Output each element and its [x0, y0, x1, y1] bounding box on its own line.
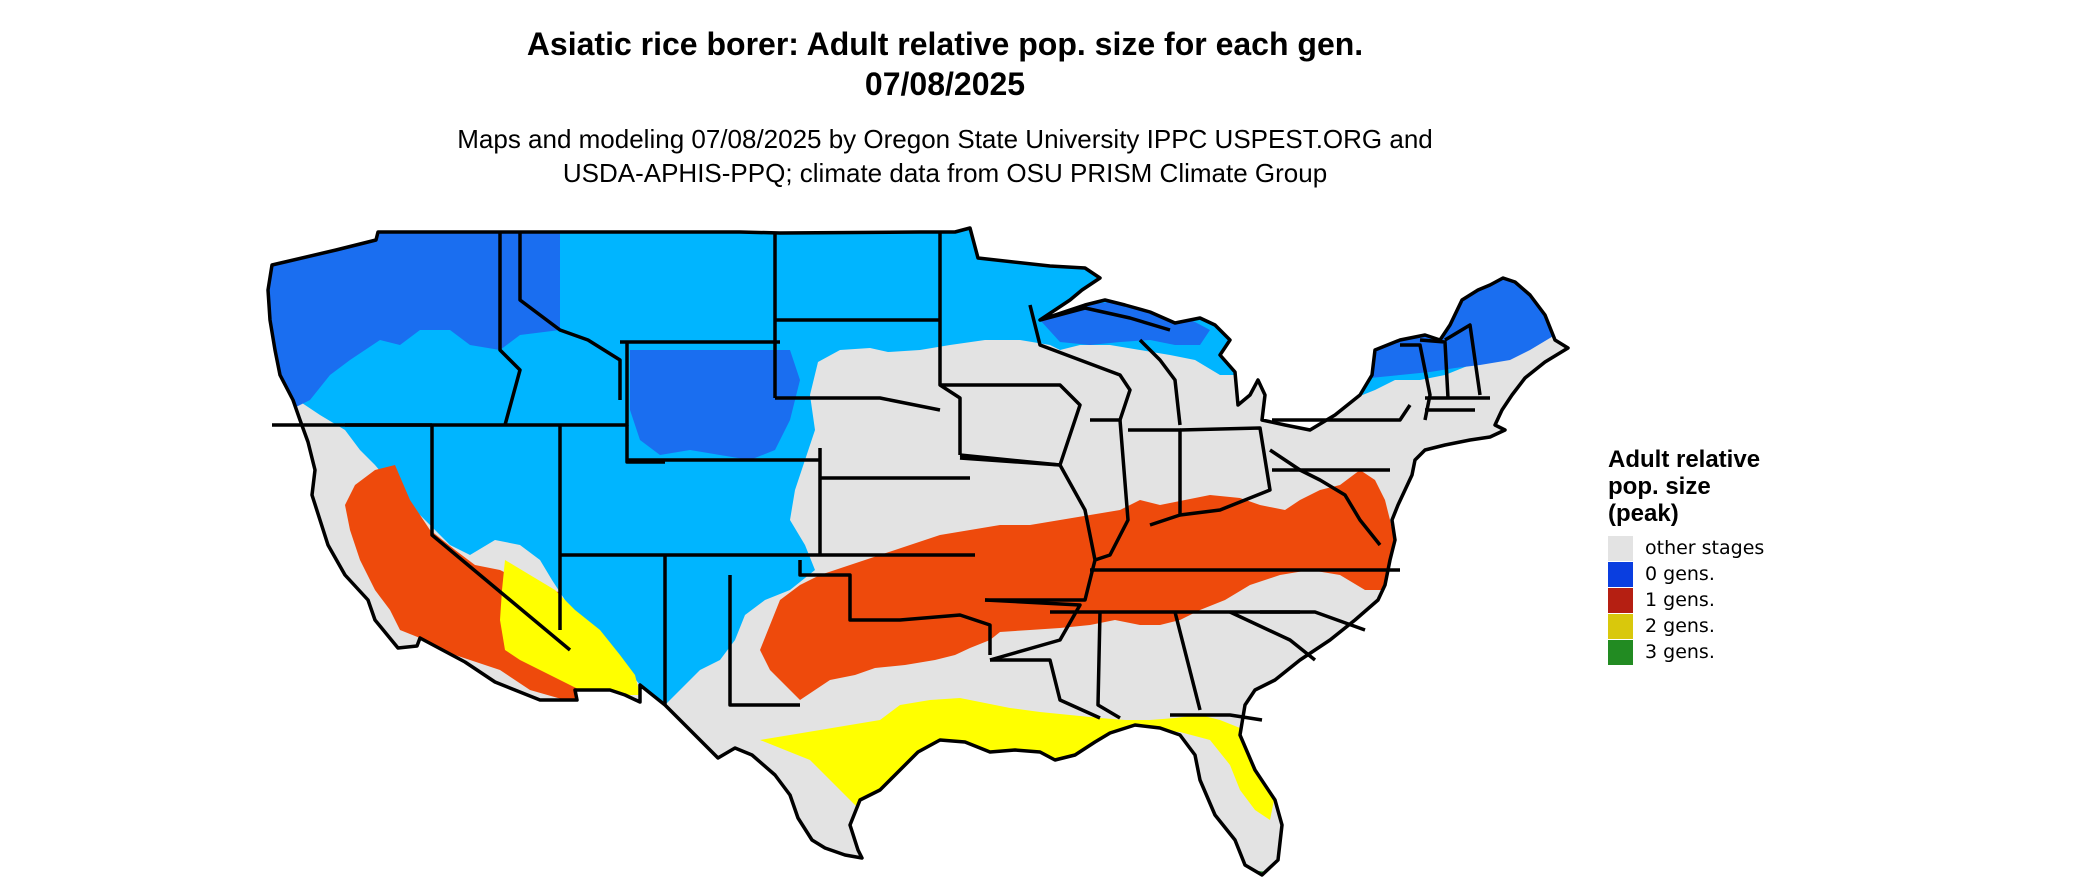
border-oh [1179, 426, 1272, 517]
border-ut-co [625, 425, 665, 464]
border-il [1090, 418, 1130, 562]
border-ga-fl [1170, 713, 1263, 722]
border-pa-ny [1272, 404, 1412, 422]
one-gens-central-band [760, 470, 1395, 700]
border-ms-al [1096, 611, 1121, 720]
legend-label: 2 gens. [1645, 615, 1715, 637]
legend-item: 1 gens. [1608, 587, 1764, 613]
border-vt-nh [1419, 338, 1450, 399]
zero-gens-dark-wyoming [630, 350, 800, 460]
legend-label: 3 gens. [1645, 641, 1715, 663]
credits-line-2: USDA-APHIS-PPQ; climate data from OSU PR… [562, 158, 1328, 188]
legend: Adult relative pop. size (peak) other st… [1608, 446, 1764, 665]
border-in [1128, 428, 1182, 527]
legend-label: other stages [1645, 537, 1765, 559]
two-gens-southwest [500, 560, 640, 695]
border-al-ga [1173, 611, 1202, 711]
border-ok-tx [798, 560, 992, 655]
legend-swatch [1608, 587, 1633, 613]
border-sc-nc [1260, 610, 1366, 632]
credits-line-1: Maps and modeling 07/08/2025 by Oregon S… [457, 124, 1433, 154]
legend-swatch [1608, 561, 1633, 587]
border-mi-lower [1138, 338, 1182, 426]
border-ca-nv [430, 425, 572, 652]
legend-item: other stages [1608, 535, 1764, 561]
border-id-mt [518, 232, 622, 400]
border-wv-va [1269, 448, 1382, 547]
legend-items: other stages 0 gens. 1 gens. 2 gens. 3 gens. [1608, 535, 1764, 665]
legend-title-line-2: pop. size [1608, 473, 1711, 500]
map-date: 07/08/2025 [864, 66, 1026, 102]
border-mi-upper [1039, 306, 1171, 332]
legend-title-line-3: (peak) [1608, 500, 1679, 527]
border-nh-me [1444, 323, 1482, 396]
zero-gens-dark-great-lakes [1040, 300, 1210, 345]
border-ny-new-england [1400, 343, 1432, 421]
legend-item: 0 gens. [1608, 561, 1764, 587]
three-gens-florida-keys [1225, 870, 1280, 875]
legend-item: 2 gens. [1608, 613, 1764, 639]
legend-swatch [1608, 613, 1633, 639]
legend-label: 0 gens. [1645, 563, 1715, 585]
legend-swatch [1608, 535, 1633, 561]
border-wi [1028, 304, 1132, 421]
legend-label: 1 gens. [1645, 589, 1715, 611]
zero-gens-dark-west [268, 228, 560, 420]
legend-swatch [1608, 639, 1633, 665]
border-nm-tx [728, 575, 800, 707]
border-sd-ne [775, 396, 941, 412]
legend-item: 3 gens. [1608, 639, 1764, 665]
border-mo [959, 456, 1097, 602]
map-title: Asiatic rice borer: Adult relative pop. … [526, 26, 1364, 62]
legend-title: Adult relative pop. size (peak) [1608, 446, 1764, 527]
legend-title-line-1: Adult relative [1608, 446, 1761, 473]
border-ar [984, 598, 1082, 662]
border-la-ms [990, 658, 1101, 720]
border-id-west [498, 232, 522, 426]
border-mn-east [938, 232, 962, 455]
state-borders [266, 226, 1570, 877]
border-ga-sc [1229, 610, 1317, 662]
